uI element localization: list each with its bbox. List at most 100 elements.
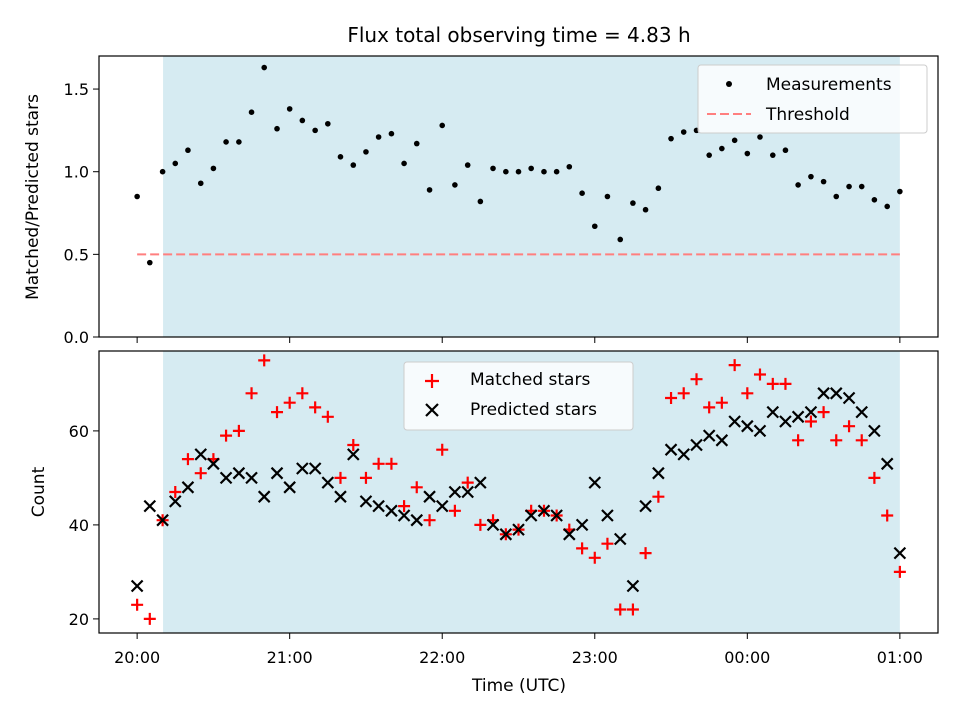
measurement-point [388,130,395,137]
y-tick-label: 60 [69,422,89,441]
y-tick-label: 0.5 [64,245,89,264]
measurement-point [846,183,852,190]
top-panel-y-axis: 0.0 0.5 1.0 1.5 [64,80,99,347]
measurement-point [731,137,738,144]
predicted-star-point [168,495,182,508]
measurement-point [757,134,763,140]
measurement-point [426,187,433,193]
predicted-star-point [626,579,640,593]
measurement-point [350,162,357,168]
measurement-point [591,223,598,230]
bottom-panel-y-label: Count [29,466,49,517]
matched-star-point [855,434,868,447]
measurement-point [668,135,674,142]
measurement-point [833,193,840,200]
top-panel: 0.0 0.5 1.0 1.5 Matched/Predicted stars Mea… [23,55,939,347]
y-tick-label: 1.5 [64,80,89,99]
measurement-point [795,182,801,188]
predicted-star-point [512,523,525,536]
measurement-point [274,125,280,132]
predicted-star-point [283,481,296,494]
predicted-star-point [563,528,576,541]
matched-star-point [576,542,589,555]
measurement-point [210,165,217,172]
x-tick-label: 23:00 [572,648,618,667]
predicted-star-point [423,490,436,503]
measurement-point [769,152,776,158]
legend-measurements-marker [726,81,732,87]
top-legend: Measurements Threshold [697,64,928,134]
x-axis-label: Time (UTC) [471,676,566,696]
predicted-star-point [499,528,513,541]
predicted-star-point [601,509,614,522]
measurement-point [642,206,649,213]
predicted-star-point [702,429,716,442]
matched-star-point [601,537,614,550]
predicted-star-point [270,466,284,480]
predicted-star-point [130,579,144,593]
predicted-star-point [296,462,309,475]
measurement-point [566,163,573,170]
matched-star-point [410,481,423,494]
measurement-point [464,162,471,168]
legend-predicted-stars-marker [425,403,439,417]
predicted-star-point [855,405,869,419]
predicted-star-point [804,405,818,419]
bottom-panel-y-axis: 20 40 60 [69,422,99,629]
matched-star-point [830,434,843,447]
matched-star-point [843,420,856,433]
matched-star-point [461,476,474,489]
measurement-point [655,185,662,192]
measurement-point [312,127,318,134]
legend-matched-stars-label: Matched stars [470,370,590,390]
top-panel-frame [98,55,939,338]
matched-star-point [283,396,296,409]
predicted-star-point [639,499,652,513]
matched-star-point [436,443,449,456]
measurement-point [299,117,306,124]
matched-star-point [703,401,716,414]
legend-matched-stars-marker [425,374,439,388]
predicted-star-point [334,490,347,503]
predicted-star-point [372,499,385,513]
predicted-star-point [347,448,360,461]
measurement-point [515,168,522,175]
predicted-star-point [143,499,157,513]
bottom-panel-points-layer [130,354,907,625]
bottom-panel-frame [98,350,939,634]
measurement-point [185,147,191,154]
x-tick-label: 22:00 [419,648,465,667]
matched-star-point [474,518,487,531]
predicted-star-point [156,513,169,527]
measurement-point [134,193,140,200]
matched-star-point [359,471,372,484]
measurement-point [325,120,331,127]
matched-star-point [665,392,678,404]
matched-star-point [181,453,194,466]
measurement-point [630,200,636,206]
measurement-point [553,168,560,175]
legend-predicted-stars-label: Predicted stars [470,400,597,420]
measurement-point [897,188,903,195]
predicted-star-point [791,410,805,424]
predicted-star-point [677,448,690,461]
y-tick-label: 40 [69,516,89,535]
bottom-legend: Matched stars Predicted stars [403,361,634,431]
predicted-star-point [893,546,907,560]
predicted-star-point [486,518,500,532]
matched-star-point [245,387,258,400]
predicted-star-point [537,504,551,518]
matched-star-point [639,547,652,560]
predicted-star-point [664,443,678,456]
measurement-point [439,122,446,129]
predicted-star-point [766,405,780,419]
predicted-star-point [842,391,856,405]
matched-star-point [398,500,411,513]
measurement-point [452,182,458,188]
measurement-point [236,139,242,145]
y-tick-label: 0.0 [64,328,89,347]
predicted-star-point [308,462,322,475]
matched-star-point [169,486,182,498]
top-panel-x-ticks [136,337,901,343]
